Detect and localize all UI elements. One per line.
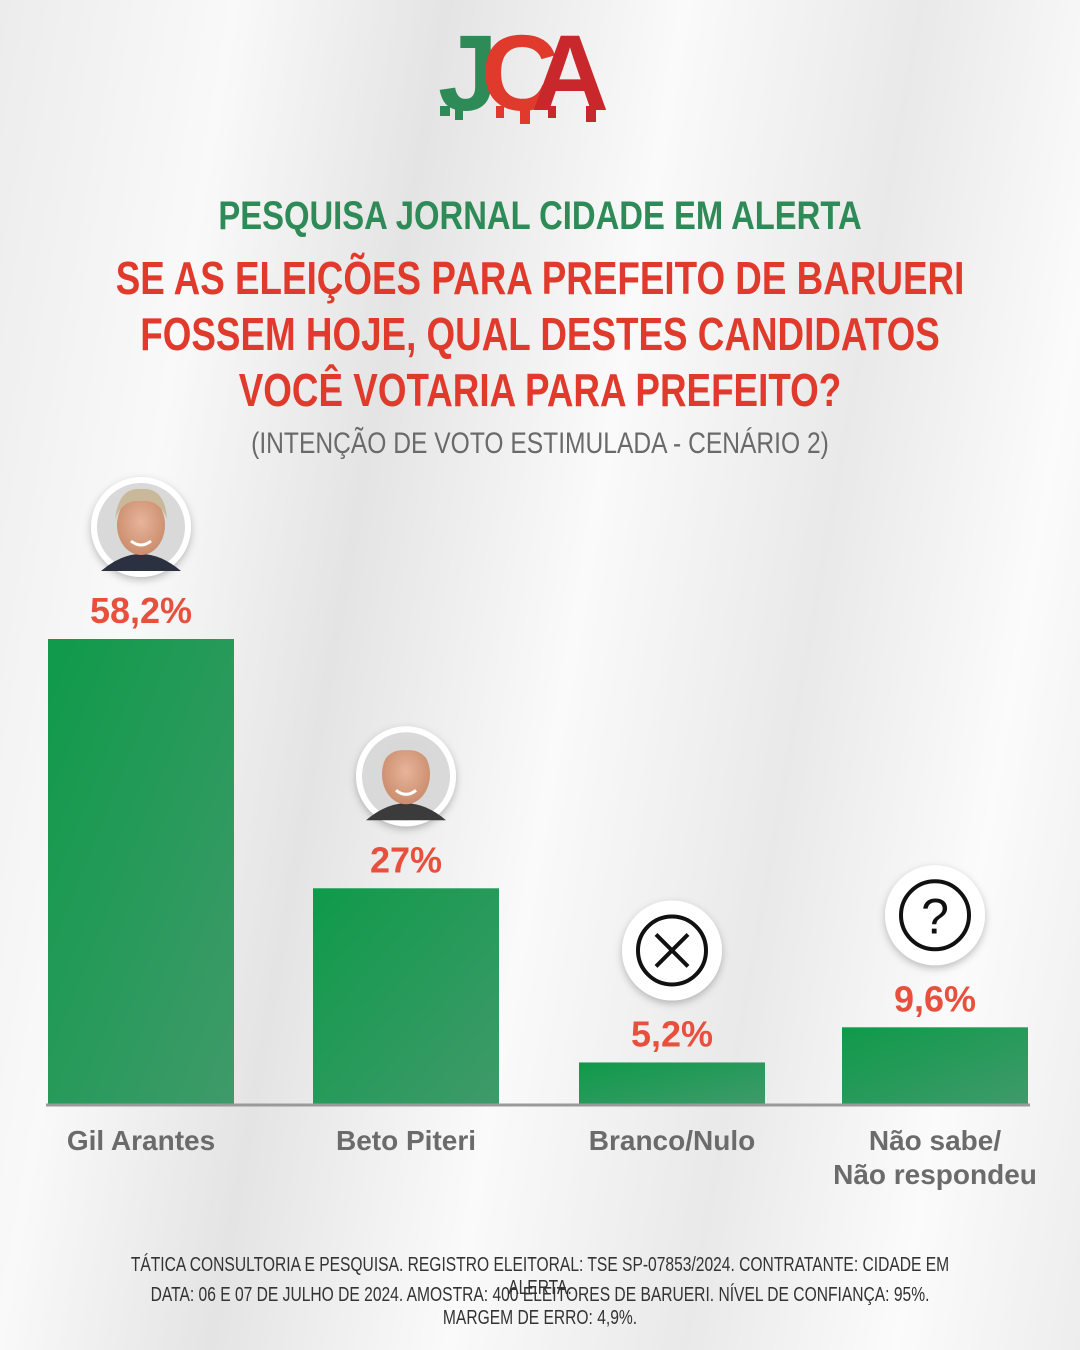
question-line: VOCÊ VOTARIA PARA PREFEITO? xyxy=(238,364,842,416)
question-text: SE AS ELEIÇÕES PARA PREFEITO DE BARUERI … xyxy=(108,250,972,418)
question-line: SE AS ELEIÇÕES PARA PREFEITO DE BARUERI xyxy=(115,252,965,304)
logo-drips xyxy=(440,106,596,124)
avatar-beto-piteri xyxy=(356,726,456,827)
chart-subtitle: (INTENÇÃO DE VOTO ESTIMULADA - CENÁRIO 2… xyxy=(251,427,829,460)
value-label: 9,6% xyxy=(894,978,976,1019)
category-label: Gil Arantes xyxy=(67,1125,215,1156)
bar-4 xyxy=(842,1027,1028,1104)
category-label: Branco/Nulo xyxy=(589,1125,755,1156)
x-circle-icon xyxy=(622,900,722,1001)
footer-methodology-line1: TÁTICA CONSULTORIA E PESQUISA. REGISTRO … xyxy=(130,1254,950,1299)
value-label: 5,2% xyxy=(631,1013,713,1054)
category-label: Beto Piteri xyxy=(336,1125,476,1156)
bar-2 xyxy=(313,888,499,1104)
footer-methodology-line2: DATA: 06 E 07 DE JULHO DE 2024. AMOSTRA:… xyxy=(150,1284,930,1329)
bar-1 xyxy=(48,639,234,1104)
category-label: Não sabe/Não respondeu xyxy=(833,1125,1037,1190)
value-label: 27% xyxy=(370,839,442,880)
avatar-gil-arantes xyxy=(91,477,191,577)
bar-3 xyxy=(579,1062,765,1104)
jca-logo: J C A xyxy=(438,12,609,130)
question-line: FOSSEM HOJE, QUAL DESTES CANDIDATOS xyxy=(140,308,940,360)
question-circle-icon: ? xyxy=(885,865,985,966)
value-label: 58,2% xyxy=(90,590,192,631)
pollster-title: PESQUISA JORNAL CIDADE EM ALERTA xyxy=(218,194,862,238)
svg-text:?: ? xyxy=(921,888,949,944)
